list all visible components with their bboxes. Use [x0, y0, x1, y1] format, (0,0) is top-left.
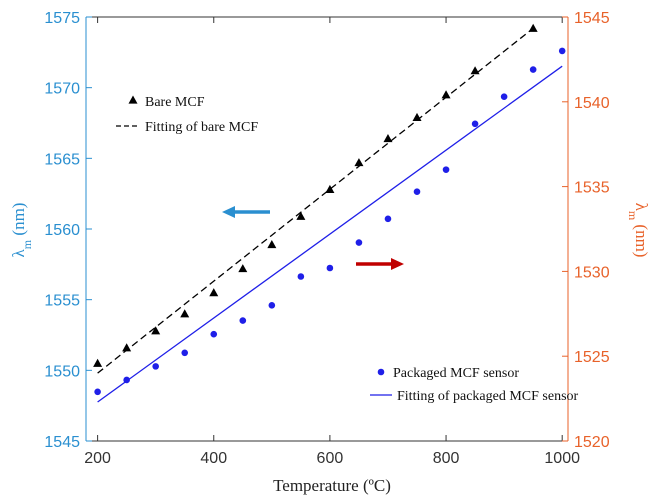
data-point-packaged-mcf — [239, 317, 247, 324]
legend-label: Packaged MCF sensor — [393, 366, 519, 381]
y-tick-label-right: 1530 — [574, 264, 610, 281]
data-point-bare-mcf — [209, 288, 219, 297]
arrow-left-icon — [222, 206, 235, 218]
y-axis-label-right-main: λ — [632, 203, 651, 212]
data-point-packaged-mcf — [558, 47, 566, 55]
data-point-packaged-mcf — [326, 264, 334, 272]
y-axis-label-right: λm (nm) — [626, 203, 651, 258]
data-point-packaged-mcf — [471, 120, 479, 128]
y-axis-label-right-sub: m — [626, 211, 640, 221]
y-tick-label-right: 1540 — [574, 95, 610, 112]
legend-label: Bare MCF — [145, 95, 205, 110]
arrow-right-icon — [391, 258, 404, 270]
y-tick-label-right: 1545 — [574, 10, 610, 27]
y-tick-label-left: 1560 — [44, 222, 80, 239]
data-point-packaged-mcf — [268, 302, 276, 309]
data-point-packaged-mcf — [500, 93, 508, 101]
data-point-bare-mcf — [122, 343, 132, 352]
y-tick-label-left: 1555 — [44, 293, 80, 310]
data-point-packaged-mcf — [355, 239, 363, 246]
series-layer — [93, 23, 566, 403]
data-point-packaged-mcf — [210, 330, 218, 338]
data-point-packaged-mcf — [413, 188, 421, 195]
x-tick-label: 600 — [317, 450, 344, 467]
annotations — [222, 206, 404, 270]
data-point-bare-mcf — [325, 184, 335, 194]
legend-label: Fitting of packaged MCF sensor — [397, 389, 579, 404]
y-tick-label-left: 1570 — [44, 81, 80, 98]
data-point-packaged-mcf — [152, 363, 159, 370]
y-tick-label-left: 1545 — [44, 434, 80, 451]
y-tick-label-right: 1520 — [574, 434, 610, 451]
x-tick-label: 800 — [433, 450, 460, 467]
data-point-bare-mcf — [180, 309, 190, 318]
data-point-packaged-mcf — [297, 273, 305, 280]
y-tick-label-left: 1565 — [44, 151, 80, 168]
legend-icon-triangle — [128, 95, 138, 104]
axis-ticks: 200 400 600 800 1000 1545 1550 1555 1560 1565 1570… — [44, 10, 609, 467]
y-axis-label-left-sub: m — [20, 239, 34, 249]
y-axis-label-left: λm (nm) — [9, 203, 34, 258]
y-axis-label-right-unit: (nm) — [632, 220, 651, 257]
data-point-bare-mcf — [267, 240, 277, 249]
data-point-bare-mcf — [238, 264, 248, 273]
x-tick-label: 1000 — [544, 450, 580, 467]
x-tick-label: 200 — [84, 450, 111, 467]
series-line-fitting-of-packaged-mcf-sensor — [97, 65, 563, 403]
data-point-bare-mcf — [383, 134, 393, 143]
x-axis-label: Temperature (ºC) — [273, 476, 391, 495]
data-point-packaged-mcf — [384, 215, 392, 223]
y-tick-label-left: 1550 — [44, 363, 80, 380]
data-point-packaged-mcf — [442, 166, 450, 173]
legend: Bare MCF Fitting of bare MCF Packaged MCF … — [116, 95, 579, 404]
y-axis-label-left-unit: (nm) — [9, 203, 28, 240]
x-tick-label: 400 — [200, 450, 227, 467]
series-line-fitting-of-bare-mcf — [97, 27, 534, 374]
legend-icon-circle — [377, 368, 385, 376]
data-point-bare-mcf — [93, 358, 103, 367]
y-tick-label-right: 1535 — [574, 180, 610, 197]
legend-label: Fitting of bare MCF — [145, 120, 258, 135]
y-tick-label-right: 1525 — [574, 349, 610, 366]
data-point-bare-mcf — [296, 211, 306, 220]
data-point-bare-mcf — [470, 66, 480, 75]
data-point-packaged-mcf — [529, 66, 537, 73]
data-point-packaged-mcf — [94, 388, 101, 396]
y-axis-label-left-main: λ — [9, 248, 28, 257]
data-point-bare-mcf — [151, 326, 161, 335]
data-point-bare-mcf — [354, 158, 364, 167]
data-point-packaged-mcf — [181, 349, 189, 357]
y-tick-label-left: 1575 — [44, 10, 80, 27]
